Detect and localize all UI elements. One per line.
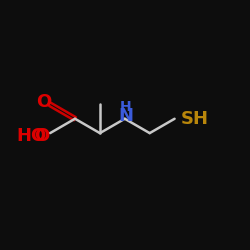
- Text: O: O: [34, 126, 49, 144]
- Text: H: H: [120, 100, 132, 114]
- Text: O: O: [36, 93, 52, 111]
- Text: N: N: [118, 107, 134, 125]
- Text: HO: HO: [16, 126, 46, 144]
- Text: SH: SH: [181, 110, 209, 128]
